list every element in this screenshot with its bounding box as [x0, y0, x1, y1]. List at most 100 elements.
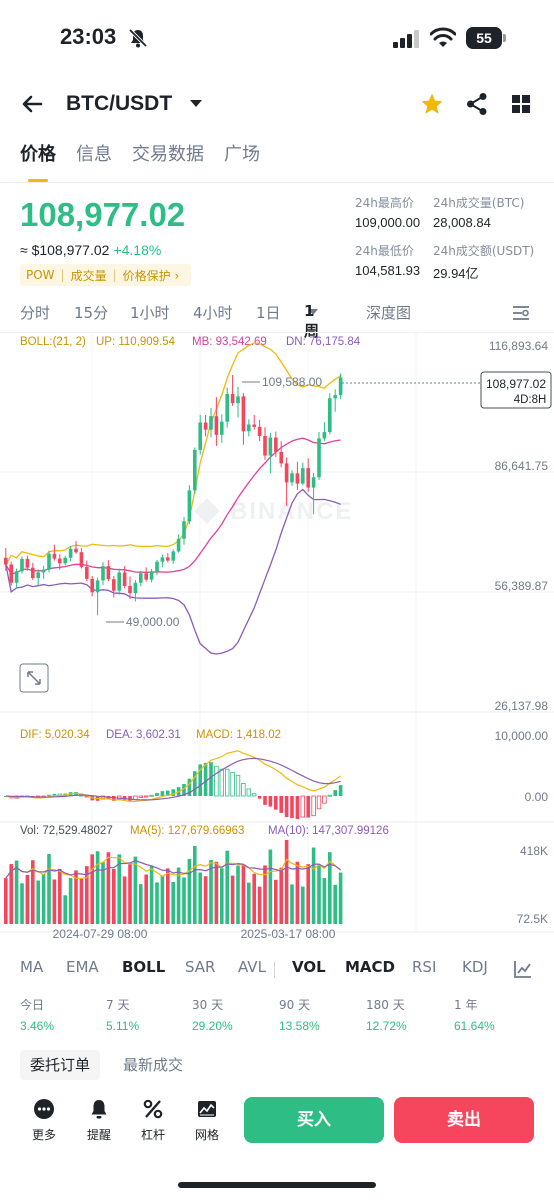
volume-bar [9, 864, 13, 924]
share-icon[interactable] [466, 92, 488, 116]
candle-body [139, 573, 143, 583]
tab-square[interactable]: 广场 [224, 144, 260, 165]
last-price-line: 108,977.02 4D:8H [342, 371, 552, 409]
price-chart[interactable]: BINANCE BOLL:(21, 2) UP: 110,909.54 MB: … [0, 332, 554, 944]
volume-bar [133, 856, 138, 924]
interval-1h[interactable]: 1小时 [130, 304, 170, 322]
high-label: 109,588.00 [262, 375, 322, 389]
stat-volume-btc: 24h成交量(BTC) 28,008.84 [433, 196, 525, 230]
ind-macd[interactable]: MACD [345, 958, 395, 976]
volume-bar [106, 852, 111, 924]
tag-price-protection[interactable]: 价格保护 › [122, 268, 180, 283]
pair-dropdown-icon[interactable] [190, 100, 202, 107]
macd-histogram-bar [100, 795, 106, 800]
chart-settings-icon[interactable] [512, 304, 530, 322]
volume-bar [225, 850, 229, 924]
macd-histogram-bar [279, 796, 283, 813]
macd-histogram-bar [214, 765, 219, 797]
tab-info[interactable]: 信息 [76, 144, 112, 165]
volume-bar [241, 865, 246, 924]
interval-depth[interactable]: 深度图 [366, 304, 412, 322]
expand-chart-icon[interactable] [19, 663, 49, 693]
macd-histogram-bar [333, 790, 337, 796]
low-label: 49,000.00 [126, 615, 180, 629]
buy-button[interactable]: 买入 [244, 1097, 384, 1143]
pair-selector[interactable]: BTC/USDT [66, 92, 173, 115]
volume-panel [4, 840, 343, 924]
legend-dea: DEA: 3,602.31 [106, 729, 181, 741]
volume-bar [333, 884, 337, 924]
macd-histogram-bar [160, 791, 165, 796]
tab-open-orders[interactable]: 委托订单 [20, 1050, 101, 1080]
macd-histogram-bar [193, 771, 197, 796]
favorite-star-icon[interactable] [420, 92, 444, 116]
macd-histogram-bar [224, 768, 230, 797]
perf-90d: 90 天 13.58% [279, 998, 320, 1033]
price-sub: ≈ $108,977.02 +4.18% [20, 242, 161, 258]
interval-15m[interactable]: 15分 [74, 304, 109, 322]
margin-button[interactable]: 杠杆 [133, 1096, 173, 1143]
candle-body [187, 490, 192, 522]
macd-histogram-bar [219, 768, 224, 797]
ind-kdj[interactable]: KDJ [462, 958, 488, 976]
volume-bar [166, 868, 170, 924]
candlesticks [4, 373, 343, 616]
candle-body [317, 438, 321, 478]
alert-button[interactable]: 提醒 [79, 1096, 119, 1143]
ind-sar[interactable]: SAR [185, 958, 216, 976]
ind-avl[interactable]: AVL [238, 958, 266, 976]
volume-bar [63, 895, 67, 924]
candle-body [122, 572, 127, 586]
volume-bar [25, 874, 30, 924]
candle-body [155, 561, 159, 572]
volume-bar [295, 861, 300, 924]
ind-boll[interactable]: BOLL [122, 958, 166, 976]
candle-body [338, 377, 343, 396]
volume-bar [85, 866, 89, 924]
legend-up: UP: 110,909.54 [96, 336, 176, 348]
interval-4h[interactable]: 4小时 [193, 304, 233, 322]
interval-1d[interactable]: 1日 [256, 304, 281, 322]
indicator-separator [274, 962, 275, 978]
tag-volume[interactable]: 成交量 [70, 268, 107, 283]
sell-button[interactable]: 卖出 [394, 1097, 534, 1143]
volume-bar [90, 854, 94, 924]
legend-dn: DN: 76,175.84 [286, 336, 361, 348]
bell-off-icon [128, 28, 148, 48]
y-tick-1: 86,641.75 [495, 459, 549, 473]
volume-bar [252, 873, 256, 924]
ind-ema[interactable]: EMA [66, 958, 99, 976]
macd-histogram-bar [209, 762, 213, 796]
stat-turnover-usdt: 24h成交额(USDT) 29.94亿 [433, 244, 535, 281]
candle-body [209, 416, 213, 430]
home-indicator[interactable] [178, 1182, 376, 1188]
candle-body [193, 449, 197, 491]
candle-body [274, 437, 278, 452]
macd-histogram-bar [143, 795, 149, 798]
interval-time-sharing[interactable]: 分时 [20, 304, 51, 322]
candle-countdown: 4D:8H [514, 394, 547, 406]
last-price: 108,977.02 [20, 196, 186, 233]
ind-rsi[interactable]: RSI [412, 958, 437, 976]
tab-latest-trades[interactable]: 最新成交 [123, 1056, 184, 1074]
indicator-settings-icon[interactable] [514, 960, 532, 978]
volume-bar [301, 886, 305, 924]
grid-trading-button[interactable]: 网格 [187, 1096, 227, 1143]
ind-vol[interactable]: VOL [292, 958, 326, 976]
macd-histogram-bar [52, 793, 57, 796]
tab-price[interactable]: 价格 [20, 140, 56, 182]
tag-pow[interactable]: POW [26, 268, 55, 282]
legend-vol: Vol: 72,529.48027 [20, 825, 113, 837]
interval-1w[interactable]: 1周 [304, 302, 320, 340]
back-arrow-icon[interactable] [20, 92, 44, 116]
macd-histogram-bar [187, 778, 192, 796]
status-time: 23:03 [60, 24, 117, 49]
layout-grid-icon[interactable] [512, 95, 530, 113]
more-button[interactable]: 更多 [24, 1096, 64, 1143]
x-label-0: 2024-07-29 08:00 [53, 927, 148, 941]
volume-bar [36, 880, 40, 924]
tab-trading-data[interactable]: 交易数据 [132, 144, 204, 165]
macd-histogram-bar [166, 790, 170, 796]
boll-upper-line [5, 342, 341, 565]
ind-ma[interactable]: MA [20, 958, 44, 976]
